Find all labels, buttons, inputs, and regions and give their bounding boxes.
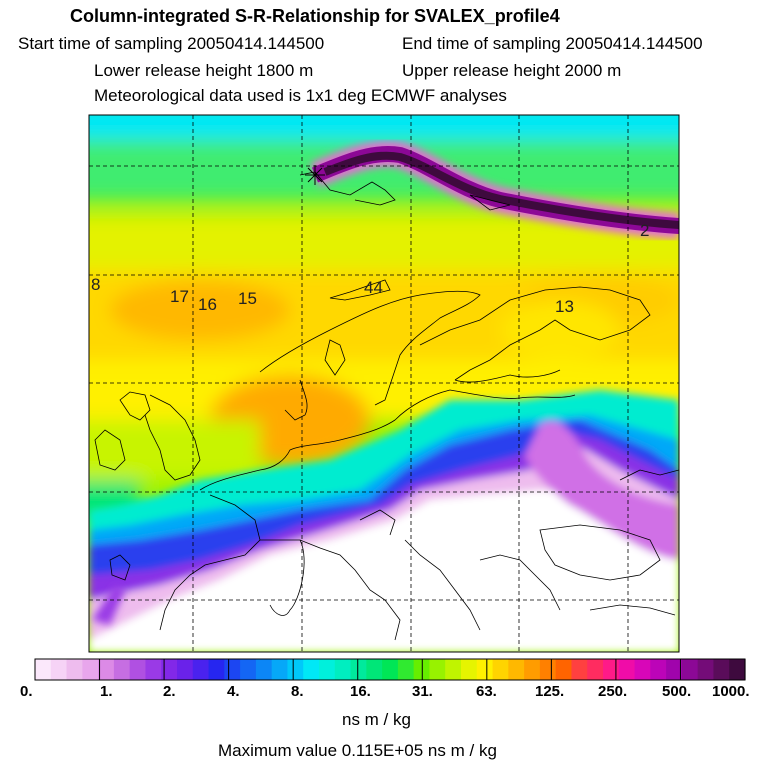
colorbar-segment (287, 659, 304, 680)
colorbar-segment (508, 659, 525, 680)
map-frame (88, 114, 680, 653)
colorbar-segment (555, 659, 573, 680)
colorbar-segment (571, 659, 588, 680)
colorbar-tick-label: 31. (412, 683, 433, 700)
colorbar-frame (34, 658, 746, 681)
colorbar-segment (524, 659, 541, 680)
release-point-marker (305, 165, 325, 185)
colorbar-segment (145, 659, 162, 680)
colorbar (35, 659, 746, 680)
colorbar-segment (587, 659, 604, 680)
colorbar-segment (192, 659, 210, 680)
colorbar-segment (350, 659, 367, 680)
colorbar-segment (397, 659, 415, 680)
colorbar-segment (382, 659, 399, 680)
colorbar-segment (634, 659, 651, 680)
upper-release-label: Upper release height 2000 m (402, 61, 622, 80)
colorbar-segment (255, 659, 273, 680)
colorbar-segment (618, 659, 636, 680)
colorbar-unit-label: ns m / kg (342, 710, 411, 729)
colorbar-tick-label: 16. (350, 683, 371, 700)
colorbar-segment (66, 659, 83, 680)
end-time-label: End time of sampling 20050414.144500 (402, 34, 703, 53)
colorbar-segment (161, 659, 178, 680)
graticule (89, 115, 679, 652)
colorbar-segment (445, 659, 462, 680)
colorbar-segment (177, 659, 194, 680)
colorbar-segment (461, 659, 478, 680)
colorbar-segment (208, 659, 225, 680)
contour-label: 13 (555, 297, 574, 316)
colorbar-segment (666, 659, 683, 680)
colorbar-tick-label: 1000. (712, 683, 750, 700)
colorbar-tick-label: 63. (476, 683, 497, 700)
colorbar-segment (35, 659, 52, 680)
colorbar-segment (429, 659, 446, 680)
coastlines (94, 171, 679, 641)
colorbar-tick-label: 1. (100, 683, 113, 700)
colorbar-segment (539, 659, 557, 680)
plot-title: Column-integrated S-R-Relationship for S… (70, 6, 560, 26)
colorbar-tick-label: 0. (20, 683, 33, 700)
colorbar-tick-label: 2. (163, 683, 176, 700)
contour-labels: 8 17 16 15 44 13 2 (91, 221, 649, 316)
colorbar-segment (50, 659, 68, 680)
colorbar-segment (681, 659, 699, 680)
colorbar-segment (129, 659, 147, 680)
colorbar-segment (319, 659, 336, 680)
colorbar-tick-label: 250. (598, 683, 628, 700)
colorbar-segment (492, 659, 509, 680)
colorbar-segment (113, 659, 131, 680)
colorbar-segment (82, 659, 99, 680)
colorbar-tick-label: 500. (662, 683, 692, 700)
colorbar-tick-label: 4. (227, 683, 240, 700)
colorbar-segment (476, 659, 494, 680)
concentration-field (89, 115, 679, 652)
contour-label: 44 (364, 278, 383, 297)
colorbar-segment (713, 659, 730, 680)
contour-label: 2 (640, 221, 649, 240)
contour-label: 17 (170, 287, 189, 306)
colorbar-segment (650, 659, 667, 680)
max-value-label: Maximum value 0.115E+05 ns m / kg (218, 741, 497, 760)
start-time-label: Start time of sampling 20050414.144500 (18, 34, 325, 53)
colorbar-tick-label: 125. (535, 683, 565, 700)
colorbar-segment (697, 659, 715, 680)
met-data-label: Meteorological data used is 1x1 deg ECMW… (94, 86, 507, 105)
colorbar-segment (303, 659, 320, 680)
colorbar-segment (271, 659, 289, 680)
colorbar-segment (366, 659, 383, 680)
colorbar-segment (729, 659, 746, 680)
colorbar-tick-label: 8. (291, 683, 304, 700)
colorbar-segment (603, 659, 620, 680)
lower-release-label: Lower release height 1800 m (94, 61, 314, 80)
colorbar-segment (98, 659, 115, 680)
contour-label: 16 (198, 295, 217, 314)
contour-label: 15 (238, 289, 257, 308)
contour-label: 8 (91, 275, 100, 294)
colorbar-segment (334, 659, 352, 680)
colorbar-segment (240, 659, 257, 680)
colorbar-segment (224, 659, 241, 680)
